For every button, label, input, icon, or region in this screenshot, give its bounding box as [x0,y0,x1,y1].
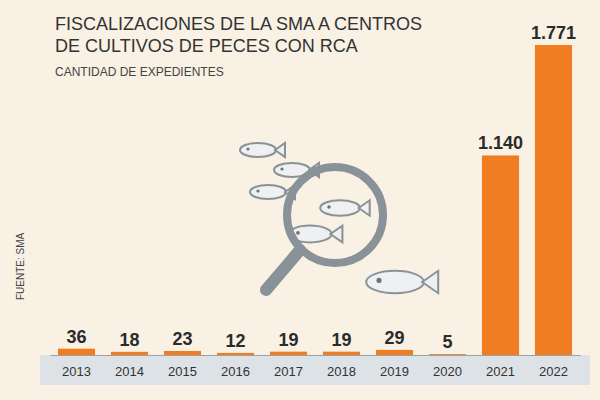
data-label: 1.140 [478,133,523,153]
bar [482,155,519,355]
x-tick-label: 2014 [115,364,144,379]
x-tick-label: 2017 [274,364,303,379]
decoration [240,143,438,293]
fish-eye [296,231,300,235]
subtitle: CANTIDAD DE EXPEDIENTES [55,65,224,79]
x-tick: 2014 [115,355,144,379]
x-axis-line [51,355,581,356]
fish-eye [246,147,249,150]
x-tick-label: 2015 [168,364,197,379]
x-tick-label: 2021 [486,364,515,379]
x-tick: 2022 [539,355,568,379]
bar [323,352,360,355]
bars [58,45,572,355]
fish-tail [359,200,370,215]
data-label: 12 [225,331,245,351]
axis-band [40,355,590,385]
fish-body [320,200,360,215]
fish-eye [327,205,331,209]
data-label: 29 [384,328,404,348]
x-tick-label: 2020 [433,364,462,379]
data-label: 5 [442,332,452,352]
data-label: 23 [172,329,192,349]
fish-body [250,185,286,199]
x-tick-label: 2019 [380,364,409,379]
x-tick: 2015 [168,355,197,379]
source: FUENTE: SMA [15,232,26,300]
fish-tail [275,143,285,157]
bar [270,352,307,355]
fish-eye [256,189,259,192]
data-label: 36 [66,327,86,347]
x-tick-label: 2016 [221,364,250,379]
bar [535,45,572,355]
x-tick-label: 2022 [539,364,568,379]
fish-eye [376,278,381,283]
x-tick: 2019 [380,355,409,379]
fish-body [366,271,424,293]
x-tick-label: 2018 [327,364,356,379]
x-tick: 2020 [433,355,462,379]
magnifier-handle [266,250,300,290]
fish-icon [320,200,370,215]
fish-icon [366,271,438,293]
data-label: 1.771 [531,23,576,43]
data-label: 18 [119,330,139,350]
data-labels: 36 18 23 12 19 19 29 5 1.140 1.771 [66,23,576,352]
x-tick: 2021 [486,355,515,379]
fish-icon [240,143,285,157]
bar [164,351,201,355]
bar [376,350,413,355]
bar [217,353,254,355]
background [0,0,600,400]
x-axis: 2013 2014 2015 2016 2017 2018 2019 2020 2021 2022 [51,355,581,379]
fish-eye [280,167,283,170]
fish-tail [422,271,438,293]
x-tick: 2017 [274,355,303,379]
x-tick: 2018 [327,355,356,379]
title: FISCALIZACIONES DE LA SMA A CENTROSDE CU… [55,14,422,56]
data-label: 19 [278,330,298,350]
data-label: 19 [331,330,351,350]
bar [111,352,148,355]
chart: FISCALIZACIONES DE LA SMA A CENTROSDE CU… [0,0,600,400]
fish-body [240,143,276,157]
bar [58,349,95,355]
x-tick: 2016 [221,355,250,379]
bar [429,354,466,355]
x-tick-label: 2013 [62,364,91,379]
fish-tail [330,226,342,243]
x-tick: 2013 [62,355,91,379]
